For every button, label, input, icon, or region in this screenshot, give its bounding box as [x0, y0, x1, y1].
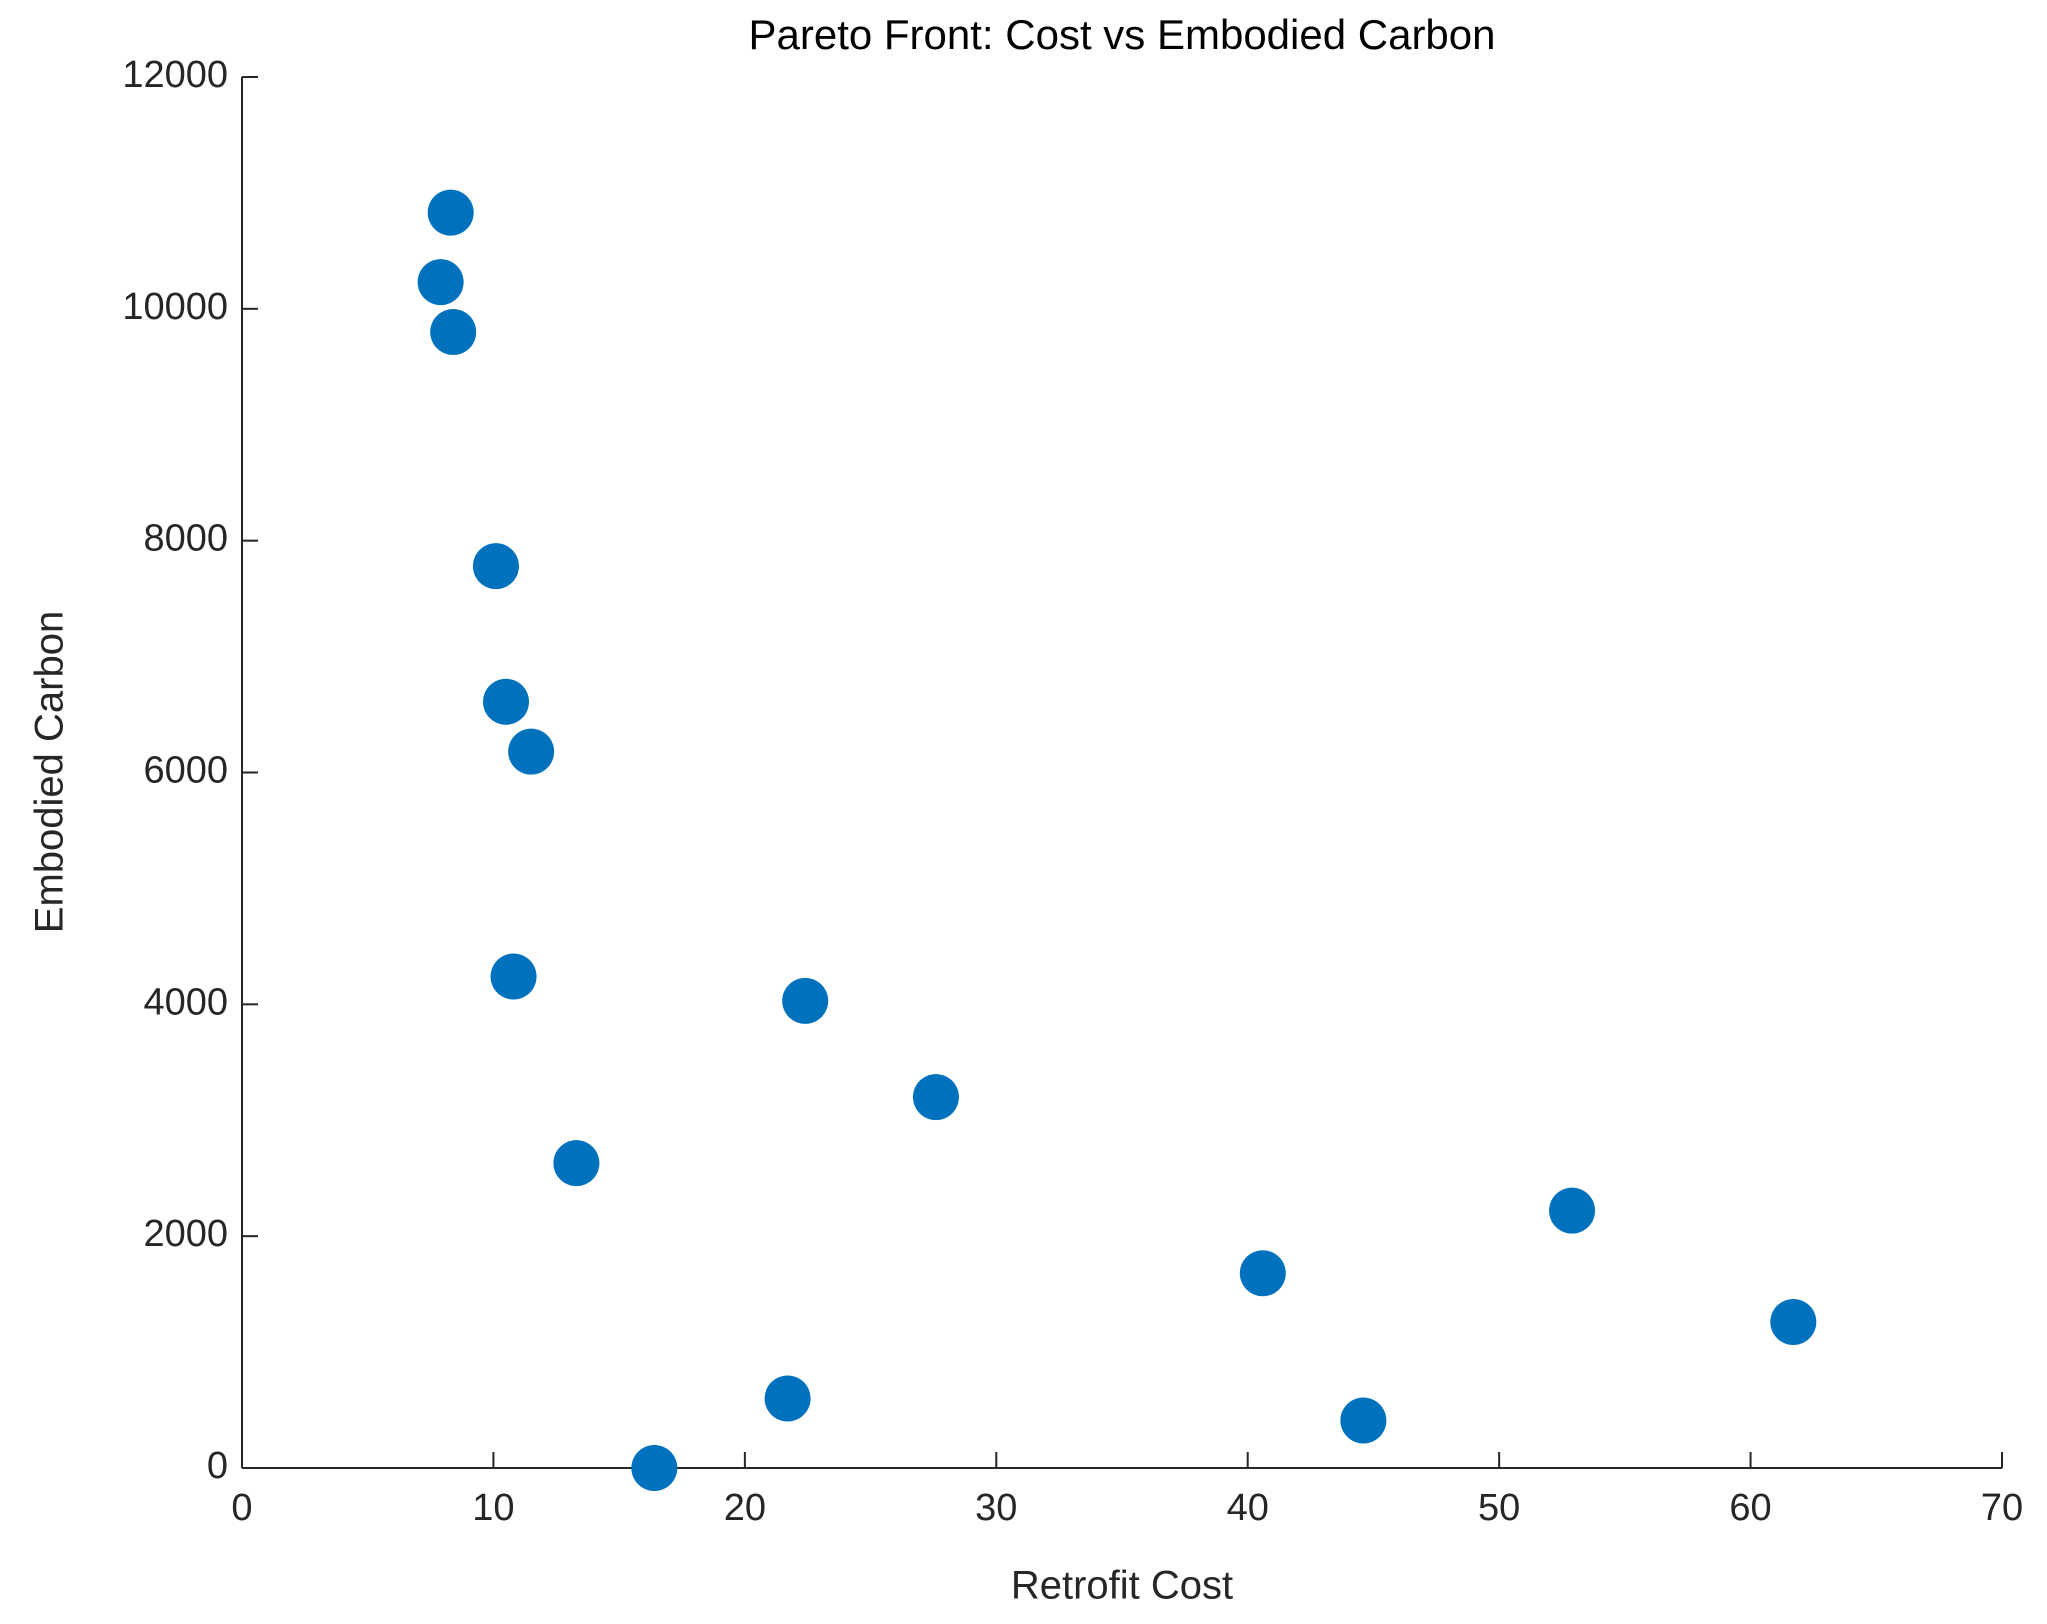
point — [631, 1445, 678, 1491]
x-tick-label: 60 — [1729, 1487, 1771, 1529]
point — [417, 259, 464, 306]
point — [490, 953, 537, 1000]
point — [764, 1375, 811, 1422]
point — [427, 189, 474, 236]
point — [782, 977, 829, 1024]
x-tick-label: 30 — [975, 1487, 1017, 1529]
x-tick-label: 70 — [1981, 1487, 2023, 1529]
x-tick-label: 0 — [231, 1487, 252, 1529]
point — [1770, 1298, 1817, 1345]
point — [912, 1074, 959, 1121]
y-axis-label: Embodied Carbon — [28, 611, 72, 933]
point — [430, 309, 477, 356]
point — [472, 543, 519, 590]
x-tick-label: 10 — [472, 1487, 514, 1529]
x-tick-label: 20 — [724, 1487, 766, 1529]
chart-title: Pareto Front: Cost vs Embodied Carbon — [748, 11, 1495, 58]
y-tick-label: 12000 — [122, 54, 228, 96]
point — [1549, 1187, 1596, 1234]
y-tick-label: 10000 — [122, 286, 228, 328]
x-tick-label: 40 — [1227, 1487, 1269, 1529]
y-tick-label: 8000 — [143, 518, 228, 560]
y-tick-label: 2000 — [143, 1213, 228, 1255]
x-axis-label: Retrofit Cost — [1011, 1564, 1233, 1608]
point — [508, 728, 555, 775]
point — [1340, 1397, 1387, 1444]
y-tick-label: 0 — [207, 1445, 228, 1487]
point — [553, 1140, 600, 1187]
point — [1239, 1250, 1286, 1297]
y-tick-label: 4000 — [143, 981, 228, 1023]
x-tick-label: 50 — [1478, 1487, 1520, 1529]
y-tick-label: 6000 — [143, 750, 228, 792]
point — [483, 678, 529, 725]
